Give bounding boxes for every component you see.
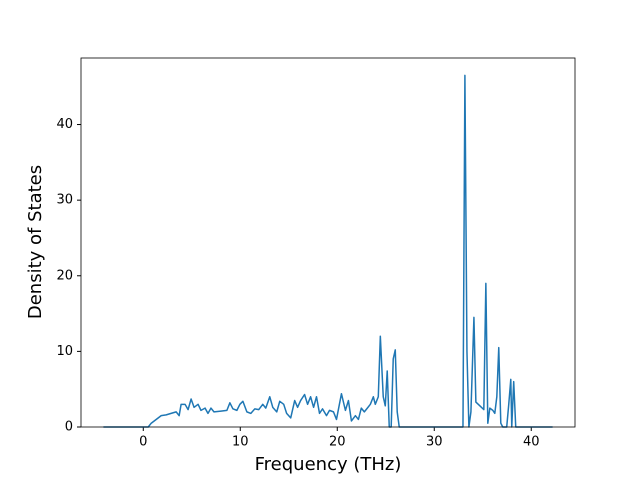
x-tick-label: 20 <box>329 435 346 450</box>
x-tick-label: 10 <box>232 435 249 450</box>
y-axis-label: Density of States <box>25 165 46 319</box>
x-tick-label: 40 <box>523 435 540 450</box>
y-tick-label: 10 <box>56 344 73 359</box>
y-tick-label: 20 <box>56 268 73 283</box>
x-axis-label: Frequency (THz) <box>255 454 402 475</box>
line-series <box>103 74 553 428</box>
y-tick-label: 40 <box>56 117 73 132</box>
axes-frame <box>80 57 576 428</box>
x-tick-label: 0 <box>139 435 147 450</box>
y-tick-label: 30 <box>56 193 73 208</box>
y-tick-label: 0 <box>65 420 73 435</box>
x-tick-label: 30 <box>426 435 443 450</box>
